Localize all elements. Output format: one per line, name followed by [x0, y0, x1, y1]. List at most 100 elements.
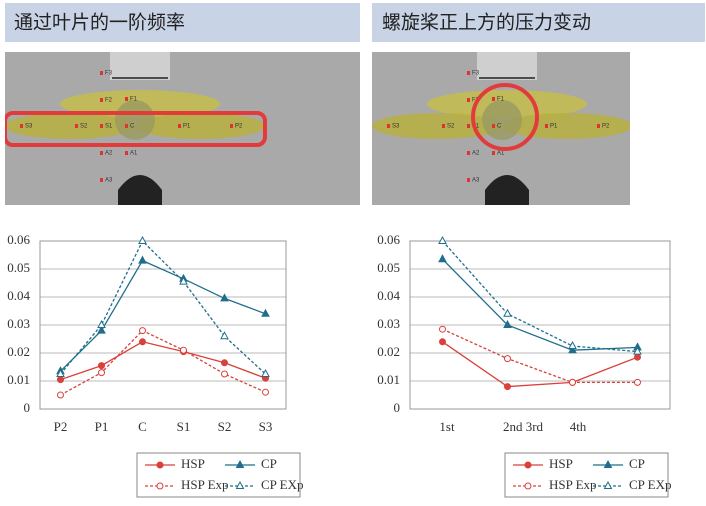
image-label: F1 [497, 97, 505, 103]
image-label: A3 [105, 178, 113, 184]
series-line [442, 341, 638, 388]
legend-label: CP [261, 456, 277, 471]
legend-box [136, 452, 301, 498]
rudder [485, 175, 529, 205]
hub [115, 100, 155, 140]
marker [178, 124, 181, 128]
series-line [60, 341, 266, 381]
legend-label: CP EXp [629, 477, 672, 492]
data-point [634, 353, 641, 361]
y-tick-label: 0.05 [7, 260, 30, 275]
legend-label: CP [629, 456, 645, 471]
legend-marker [524, 461, 532, 469]
marker [467, 71, 470, 75]
image-label: C [497, 124, 502, 130]
data-point [220, 293, 229, 302]
data-point [179, 276, 188, 285]
series-line [442, 328, 638, 384]
legend-marker [603, 480, 613, 489]
marker [100, 98, 103, 102]
hub [482, 100, 522, 140]
data-point [57, 376, 64, 384]
legend-label: CP EXp [261, 477, 304, 492]
data-point [97, 319, 106, 328]
marker [492, 97, 495, 101]
marker [467, 98, 470, 102]
data-point [568, 340, 577, 349]
data-point [97, 325, 106, 334]
y-tick-label: 0.06 [7, 232, 30, 247]
image-label: P1 [183, 124, 191, 130]
blade [135, 113, 265, 139]
plot-frame [409, 240, 671, 410]
data-point [138, 235, 147, 244]
y-tick-label: 0.06 [377, 232, 400, 247]
data-point [221, 370, 228, 378]
data-point [634, 378, 641, 386]
data-point [139, 338, 146, 346]
data-point [569, 378, 576, 386]
series-line [60, 259, 266, 372]
marker [442, 124, 445, 128]
data-point [439, 325, 446, 333]
x-tick-label: C [138, 419, 147, 434]
legend-marker [156, 482, 164, 490]
panel-title: 螺旋桨正上方的压力变动 [382, 12, 591, 34]
marker [125, 97, 128, 101]
marker [125, 151, 128, 155]
marker [467, 151, 470, 155]
y-tick-label: 0 [394, 400, 401, 415]
legend-label: HSP [549, 456, 573, 471]
legend-marker [156, 461, 164, 469]
y-tick-label: 0.01 [7, 372, 30, 387]
marker [100, 124, 103, 128]
shaft [477, 52, 537, 80]
series-line [60, 239, 266, 375]
image-label: P2 [235, 124, 243, 130]
data-point [261, 368, 270, 377]
legend-marker [524, 482, 532, 490]
marker [100, 151, 103, 155]
marker [75, 124, 78, 128]
image-label: S3 [25, 124, 33, 130]
x-tick-label: P1 [95, 419, 109, 434]
image-label: A2 [105, 151, 113, 157]
data-point [138, 255, 147, 264]
data-point [261, 308, 270, 317]
image-label: S2 [80, 124, 88, 130]
data-point [503, 308, 512, 317]
panel-title: 通过叶片的一阶频率 [14, 12, 185, 34]
series-line [60, 329, 266, 396]
image-label: A2 [472, 151, 480, 157]
image-label: S1 [105, 124, 113, 130]
x-tick-label: S1 [177, 419, 191, 434]
data-point [503, 319, 512, 328]
x-tick-label: S2 [218, 419, 232, 434]
x-tick-label: P2 [54, 419, 68, 434]
image-label: F1 [130, 97, 138, 103]
y-tick-label: 0.05 [377, 260, 400, 275]
marker [100, 178, 103, 182]
data-point [180, 346, 187, 354]
y-tick-label: 0.03 [377, 316, 400, 331]
image-label: F3 [472, 71, 480, 77]
data-point [633, 346, 642, 355]
y-tick-label: 0.01 [377, 372, 400, 387]
data-point [57, 391, 64, 399]
marker [100, 71, 103, 75]
marker [492, 151, 495, 155]
image-label: P1 [550, 124, 558, 130]
legend-marker [235, 480, 245, 489]
legend-marker [235, 459, 245, 468]
y-tick-label: 0.04 [7, 288, 30, 303]
data-point [221, 359, 228, 367]
shaft [110, 52, 170, 80]
data-point [438, 235, 447, 244]
series-line [442, 240, 638, 353]
legend-label: HSP Exp [181, 477, 229, 492]
data-point [504, 383, 511, 391]
marker [597, 124, 600, 128]
